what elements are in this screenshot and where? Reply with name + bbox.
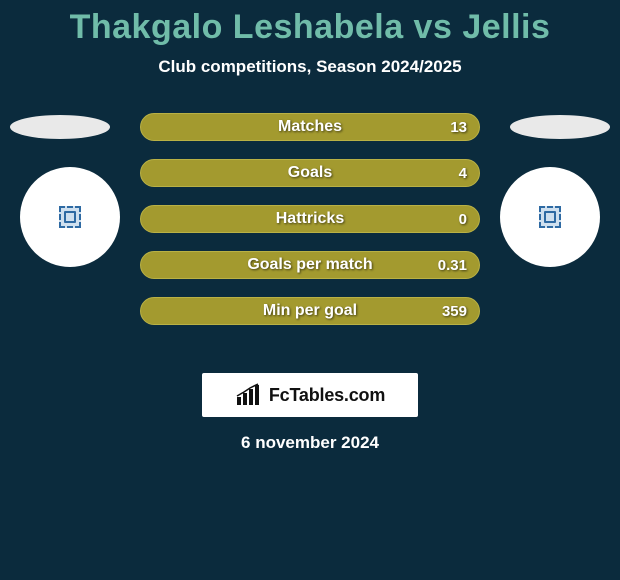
stat-bar-matches: Matches 13 — [140, 113, 480, 141]
footer-date: 6 november 2024 — [0, 433, 620, 453]
stat-bar-hattricks: Hattricks 0 — [140, 205, 480, 233]
stat-label: Goals — [141, 164, 479, 182]
stat-label: Min per goal — [141, 302, 479, 320]
player-right-flag — [510, 115, 610, 139]
comparison-stage: Matches 13 Goals 4 Hattricks 0 Goals per… — [0, 113, 620, 343]
player-right-avatar — [500, 167, 600, 267]
stat-bar-min-per-goal: Min per goal 359 — [140, 297, 480, 325]
stat-value: 0.31 — [438, 257, 467, 274]
brand-badge[interactable]: FcTables.com — [202, 373, 418, 417]
comparison-card: Thakgalo Leshabela vs Jellis Club compet… — [0, 0, 620, 580]
stat-value: 4 — [459, 165, 467, 182]
stat-value: 13 — [450, 119, 467, 136]
page-title: Thakgalo Leshabela vs Jellis — [0, 8, 620, 47]
stat-label: Hattricks — [141, 210, 479, 228]
stat-bar-goals: Goals 4 — [140, 159, 480, 187]
image-placeholder-icon — [59, 206, 81, 228]
player-left-avatar — [20, 167, 120, 267]
brand-text: FcTables.com — [269, 385, 385, 406]
bar-chart-icon — [235, 383, 263, 407]
stat-value: 359 — [442, 303, 467, 320]
stat-label: Goals per match — [141, 256, 479, 274]
stat-bar-goals-per-match: Goals per match 0.31 — [140, 251, 480, 279]
player-left-flag — [10, 115, 110, 139]
page-subtitle: Club competitions, Season 2024/2025 — [0, 57, 620, 77]
stat-label: Matches — [141, 118, 479, 136]
stat-value: 0 — [459, 211, 467, 228]
image-placeholder-icon — [539, 206, 561, 228]
stats-bars: Matches 13 Goals 4 Hattricks 0 Goals per… — [140, 113, 480, 343]
